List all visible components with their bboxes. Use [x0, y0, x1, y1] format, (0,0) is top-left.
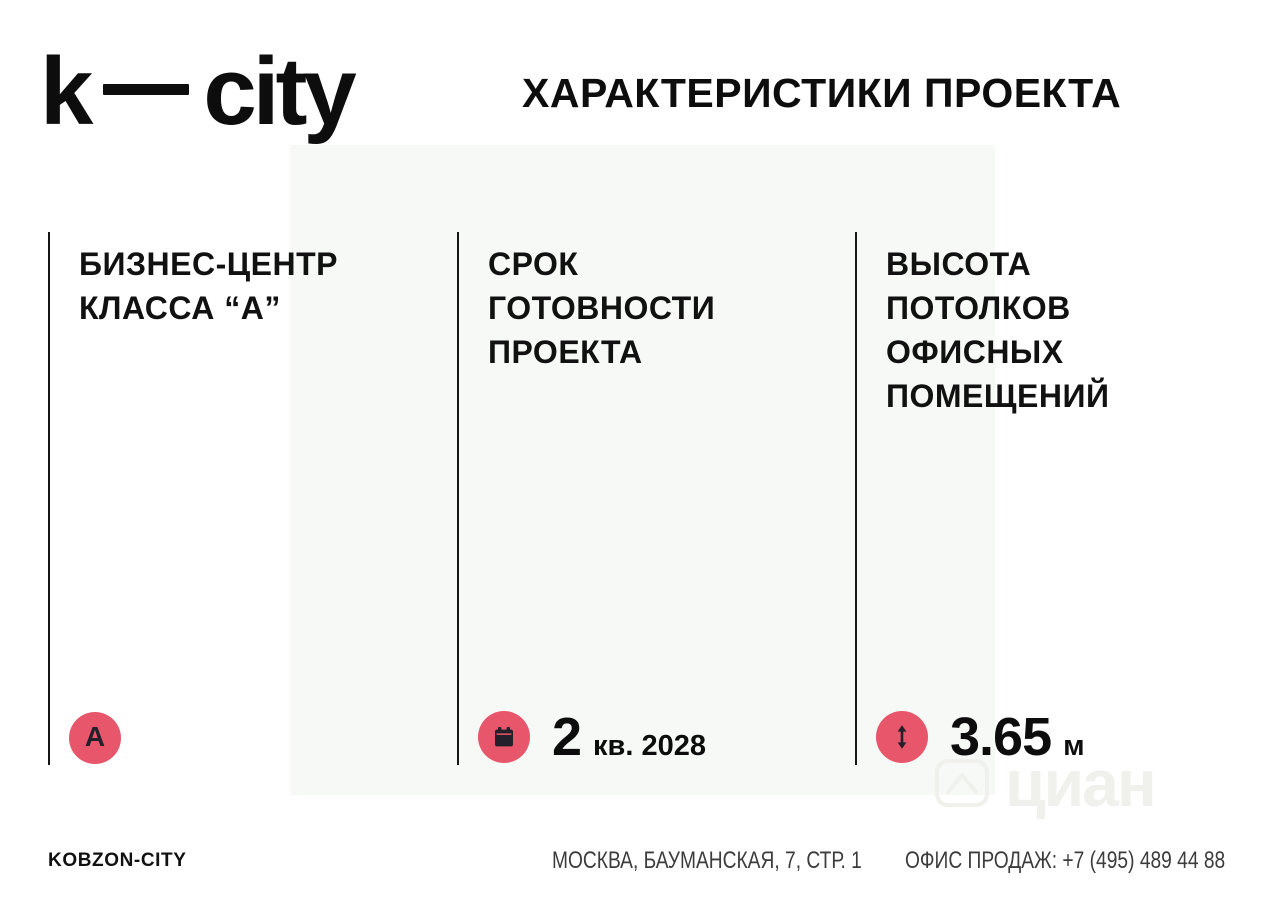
feature-column-ceiling-height: ВЫСОТА ПОТОЛКОВ ОФИСНЫХ ПОМЕЩЕНИЙ 3.65 м	[855, 232, 1235, 765]
feature-value-row: A	[69, 712, 121, 764]
brand-logo: k city	[40, 38, 357, 145]
ceiling-height-number: 3.65	[950, 707, 1052, 767]
feature-value-row: 2 кв. 2028	[478, 710, 706, 764]
feature-title: БИЗНЕС-ЦЕНТР КЛАССА “А”	[79, 246, 338, 326]
completion-value: 2 кв. 2028	[552, 710, 706, 764]
footer-address: МОСКВА, БАУМАНСКАЯ, 7, СТР. 1	[552, 847, 862, 874]
feature-title: СРОК ГОТОВНОСТИ ПРОЕКТА	[488, 246, 716, 370]
feature-value-row: 3.65 м	[876, 710, 1085, 764]
feature-column-business-class: БИЗНЕС-ЦЕНТР КЛАССА “А” A	[48, 232, 428, 765]
ceiling-height-value: 3.65 м	[950, 710, 1085, 764]
brand-logo-left: k	[40, 38, 93, 145]
feature-column-completion-date: СРОК ГОТОВНОСТИ ПРОЕКТА 2 кв. 2028	[457, 232, 827, 765]
footer-sales-phone: ОФИС ПРОДАЖ: +7 (495) 489 44 88	[905, 847, 1226, 874]
background-panel	[290, 145, 995, 795]
footer-project-name: KOBZON-CITY	[48, 850, 187, 871]
completion-unit: кв. 2028	[593, 730, 707, 762]
calendar-icon	[478, 711, 530, 763]
feature-title: ВЫСОТА ПОТОЛКОВ ОФИСНЫХ ПОМЕЩЕНИЙ	[886, 246, 1110, 414]
page-title: ХАРАКТЕРИСТИКИ ПРОЕКТА	[522, 70, 1122, 116]
brand-logo-dash	[103, 83, 190, 95]
ceiling-height-unit: м	[1063, 730, 1085, 762]
brand-logo-right: city	[203, 38, 356, 145]
height-arrow-icon	[876, 711, 928, 763]
completion-quarter: 2	[552, 707, 582, 767]
class-a-letter: A	[84, 721, 106, 752]
class-a-badge: A	[69, 712, 121, 764]
